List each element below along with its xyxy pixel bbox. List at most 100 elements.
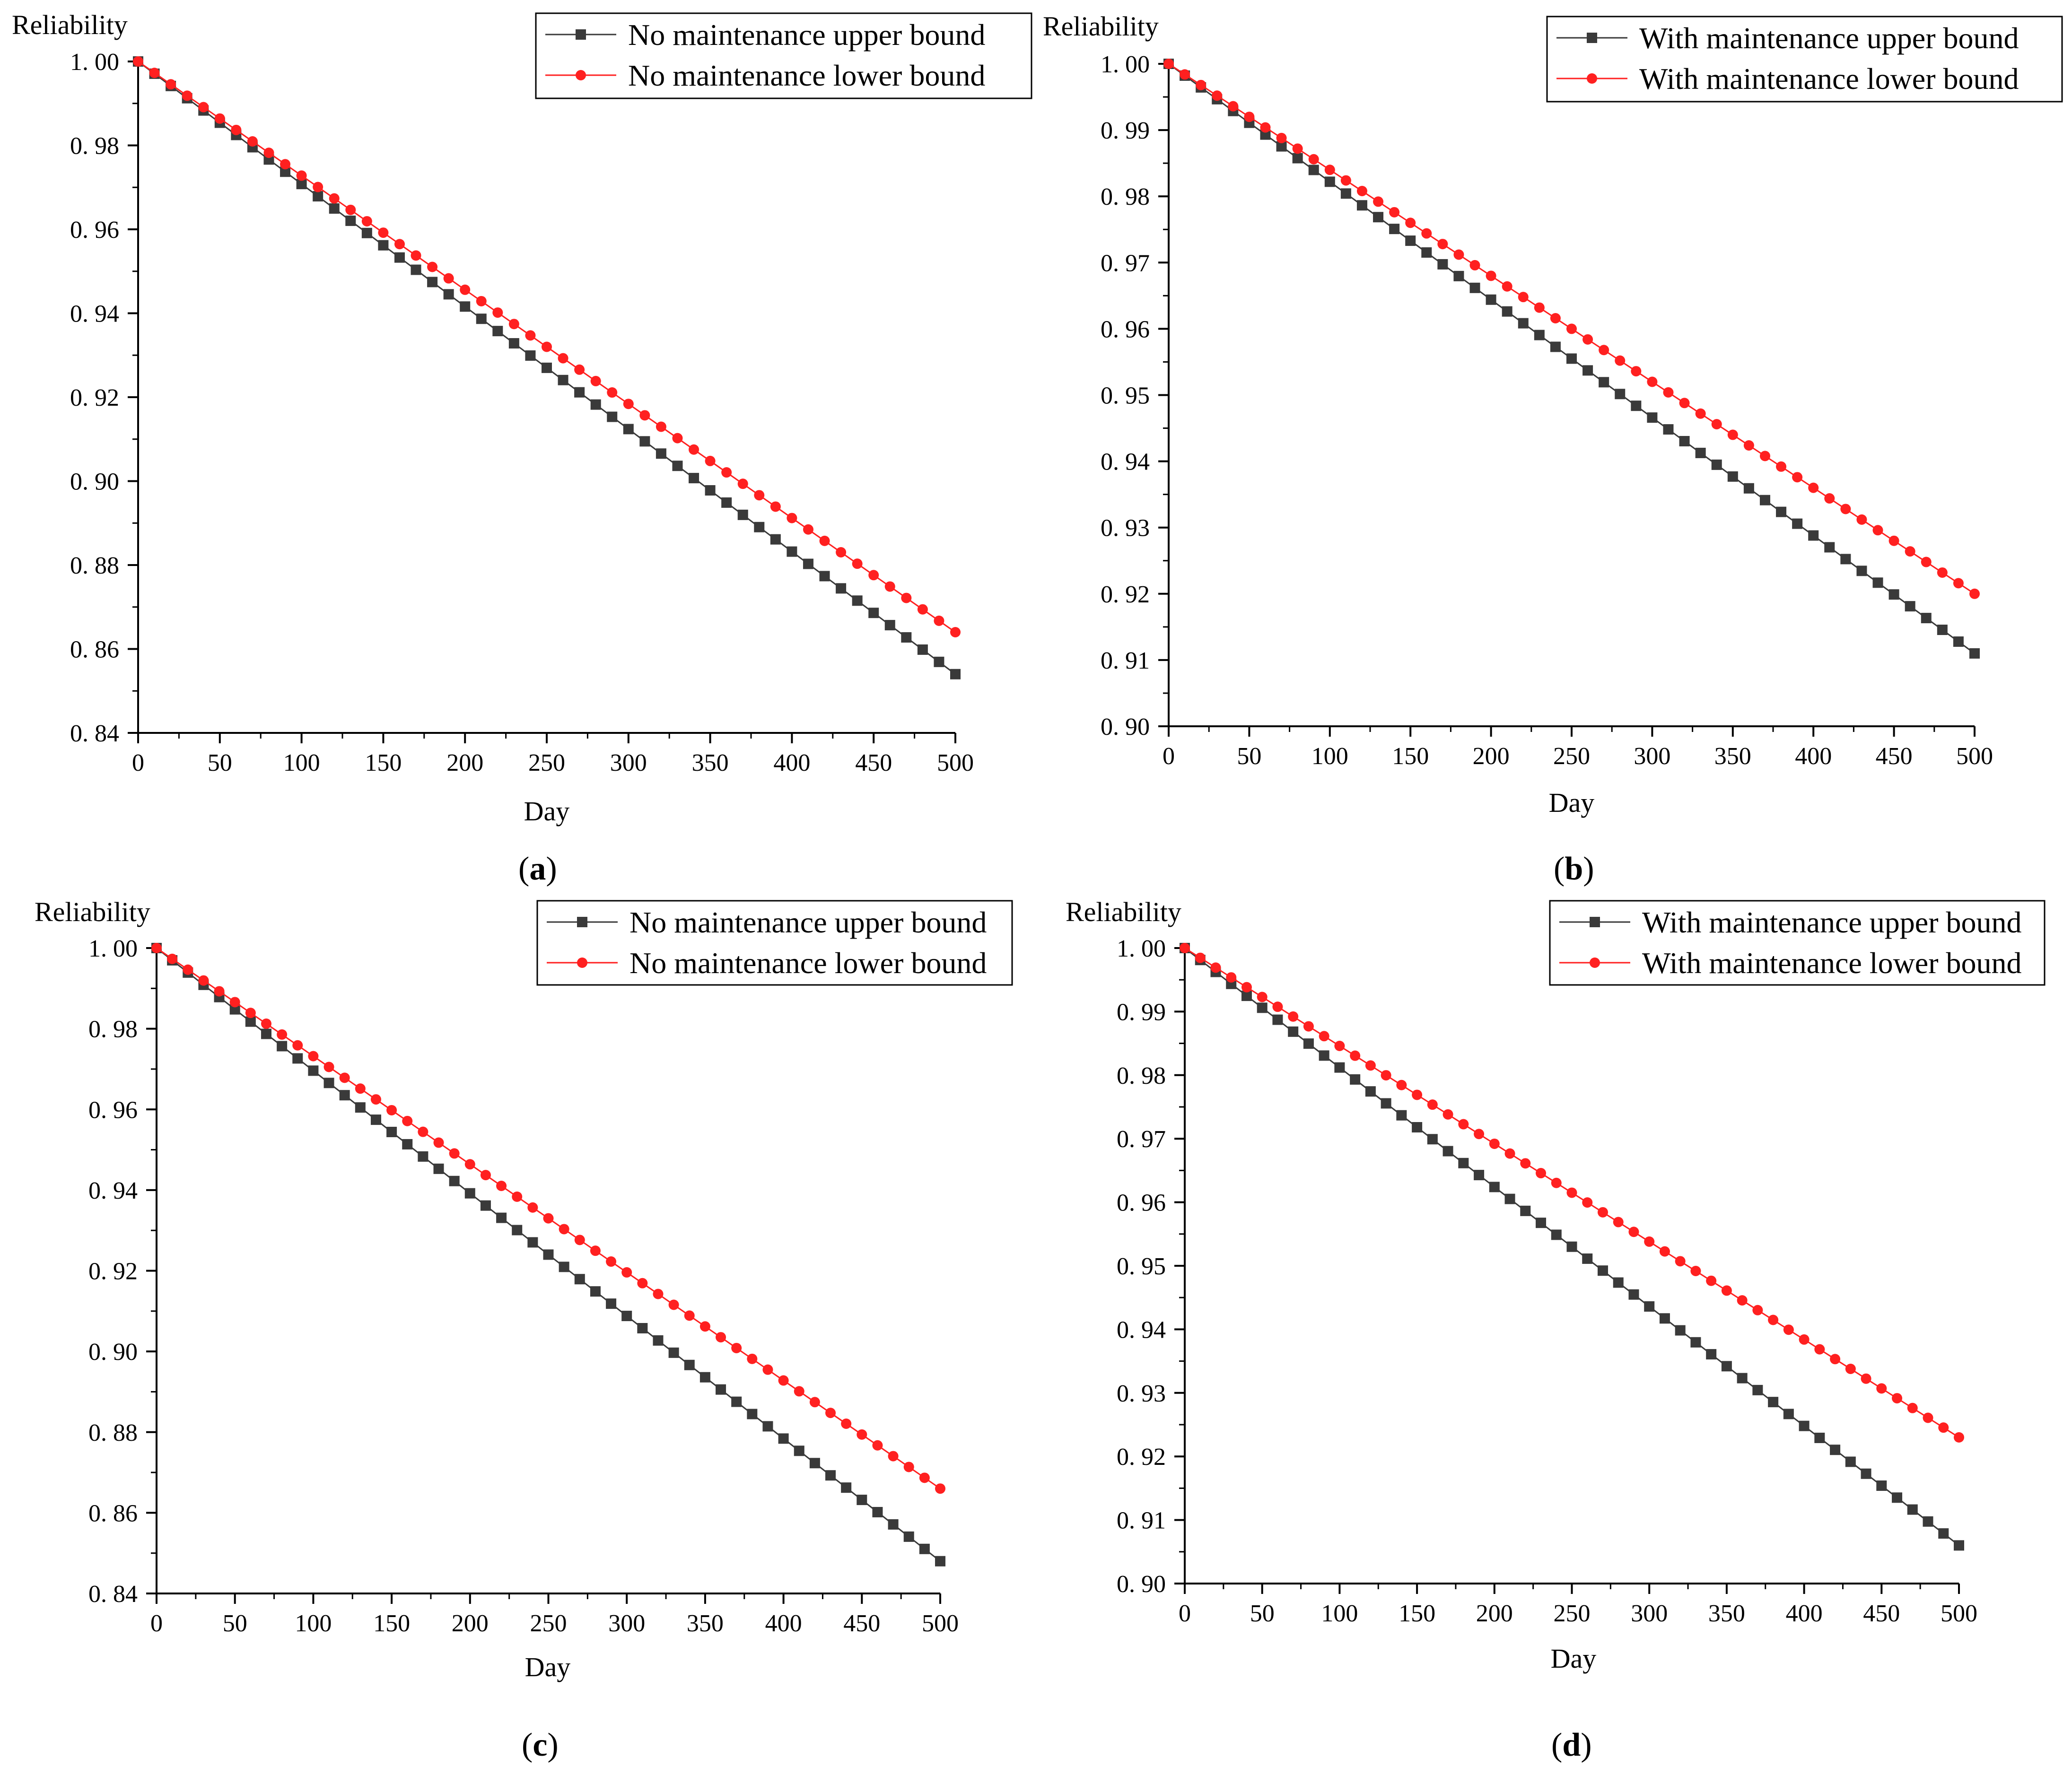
data-point-square	[427, 277, 438, 287]
data-point-square	[1504, 1193, 1515, 1204]
data-point-square	[1597, 1265, 1608, 1276]
legend: No maintenance upper bound No maintenance…	[536, 900, 1013, 986]
data-point-circle	[1365, 1060, 1376, 1071]
legend-box	[536, 900, 1013, 986]
data-point-circle	[656, 421, 666, 432]
data-point-square	[1840, 554, 1851, 565]
data-point-circle	[508, 319, 519, 330]
data-point-square	[443, 289, 454, 300]
data-point-square	[1350, 1074, 1361, 1085]
data-point-circle	[623, 399, 634, 409]
data-point-square	[1518, 318, 1529, 329]
data-point-square	[950, 669, 961, 679]
legend-marker-circle	[1587, 73, 1597, 84]
x-tick-label: 200	[1476, 1600, 1513, 1627]
data-point-square	[762, 1421, 773, 1432]
legend-marker-circle	[577, 957, 587, 968]
y-tick-label: 0. 99	[1101, 117, 1150, 144]
data-point-circle	[825, 1408, 836, 1419]
legend-marker-square	[1587, 33, 1597, 43]
data-point-square	[355, 1102, 366, 1113]
data-point-square	[418, 1151, 428, 1162]
x-tick-label: 150	[373, 1610, 410, 1637]
data-point-circle	[903, 1462, 914, 1472]
data-point-square	[1861, 1468, 1871, 1479]
data-point-circle	[1536, 1168, 1547, 1179]
legend-marker-square	[576, 29, 586, 40]
data-point-circle	[559, 1224, 569, 1235]
data-point-circle	[1210, 962, 1221, 973]
series-lower-bound	[151, 943, 945, 1494]
data-point-square	[689, 473, 699, 484]
data-point-circle	[1196, 79, 1206, 90]
data-point-circle	[1954, 1432, 1964, 1443]
data-point-circle	[1437, 239, 1448, 250]
y-tick-label: 0. 97	[1101, 250, 1150, 277]
data-point-circle	[245, 1008, 256, 1018]
x-tick-label: 300	[610, 749, 647, 776]
data-point-circle	[1489, 1138, 1500, 1149]
data-point-circle	[527, 1202, 538, 1213]
data-point-square	[339, 1090, 350, 1101]
data-point-square	[639, 436, 650, 447]
data-point-circle	[443, 273, 454, 284]
legend-marker-square	[577, 917, 587, 927]
data-point-square	[1647, 412, 1658, 423]
data-point-square	[512, 1225, 523, 1236]
data-point-circle	[449, 1148, 460, 1159]
data-point-circle	[1711, 419, 1722, 430]
data-point-circle	[668, 1299, 679, 1310]
chart-panel-c: 0 50 100 150 200 250 300 350 400 450 500 0. 84 0. 86…	[35, 897, 1013, 1763]
data-point-circle	[731, 1342, 742, 1353]
data-point-square	[731, 1396, 742, 1407]
data-point-circle	[1427, 1099, 1438, 1110]
data-point-circle	[292, 1040, 303, 1051]
x-tick-label: 500	[922, 1610, 959, 1637]
data-point-circle	[884, 581, 895, 592]
caption-open-paren: (	[1554, 851, 1565, 887]
data-point-circle	[1613, 1217, 1624, 1227]
data-point-square	[280, 166, 291, 177]
data-point-circle	[1938, 1422, 1949, 1433]
data-point-circle	[329, 193, 340, 204]
data-point-circle	[1260, 122, 1271, 133]
data-point-square	[1776, 506, 1787, 517]
data-point-square	[1659, 1313, 1670, 1324]
data-point-square	[809, 1458, 820, 1469]
data-point-square	[292, 1053, 303, 1064]
data-point-square	[345, 215, 356, 226]
data-point-circle	[1892, 1393, 1903, 1404]
data-point-square	[1303, 1038, 1314, 1049]
caption-close-paren: )	[547, 1727, 558, 1763]
data-point-circle	[402, 1115, 413, 1126]
data-point-circle	[1350, 1050, 1361, 1061]
data-point-circle	[754, 490, 765, 501]
data-point-circle	[1486, 270, 1496, 281]
data-point-circle	[361, 216, 372, 226]
data-point-square	[653, 1335, 664, 1346]
data-point-circle	[1272, 1001, 1283, 1012]
data-point-circle	[606, 1256, 617, 1267]
series-lower-bound	[1163, 59, 1980, 599]
data-point-square	[277, 1041, 288, 1052]
legend-label: No maintenance upper bound	[628, 18, 985, 52]
data-point-square	[884, 620, 895, 631]
data-point-circle	[166, 79, 176, 90]
y-tick-label: 0. 95	[1117, 1253, 1166, 1280]
caption-open-paren: (	[1551, 1727, 1562, 1763]
x-tick-label: 100	[1311, 743, 1348, 770]
data-point-square	[1582, 1253, 1593, 1264]
data-point-square	[1566, 1241, 1577, 1252]
data-point-circle	[1566, 323, 1577, 334]
data-point-circle	[1830, 1354, 1841, 1365]
series-upper-bound	[1180, 943, 1964, 1551]
x-tick-label: 150	[365, 749, 402, 776]
caption-letter: b	[1565, 851, 1583, 887]
data-point-square	[1340, 188, 1351, 199]
data-point-square	[1437, 259, 1448, 270]
data-point-circle	[574, 364, 585, 375]
data-point-square	[606, 1298, 617, 1309]
x-tick-label: 250	[530, 1610, 567, 1637]
data-point-square	[1907, 1504, 1918, 1515]
data-point-square	[1711, 459, 1722, 470]
